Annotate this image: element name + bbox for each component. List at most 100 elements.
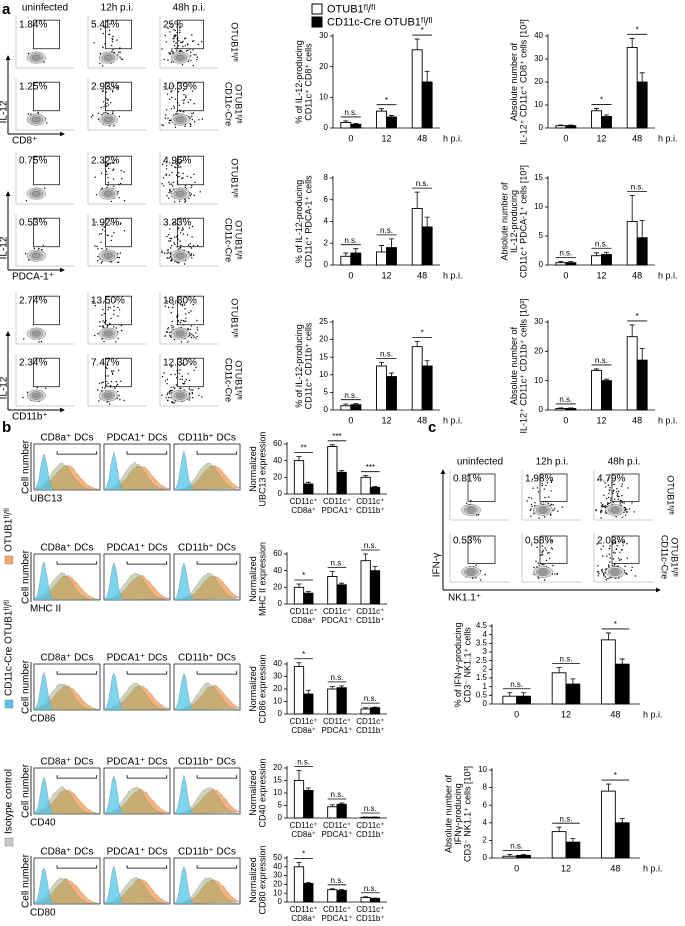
flow-contour <box>103 392 113 399</box>
flow-event <box>189 243 191 245</box>
flow-event <box>111 50 113 53</box>
y-tick-label: 3.5 <box>476 638 488 647</box>
flow-event <box>607 484 610 486</box>
significance-label: * <box>614 620 617 629</box>
significance-label: * <box>600 96 603 105</box>
flow-event <box>607 502 609 504</box>
flow-event <box>175 34 177 37</box>
y-tick-label: 0 <box>539 260 544 269</box>
error-bar <box>424 216 430 227</box>
flow-event <box>176 111 178 113</box>
y-tick-label: 2.5 <box>476 656 488 665</box>
flow-event <box>177 91 180 93</box>
error-bar <box>568 261 574 263</box>
y-axis-label: Cell number <box>21 659 32 714</box>
flow-event <box>27 52 30 55</box>
flow-event <box>176 261 178 263</box>
flow-contour <box>610 569 620 575</box>
flow-event <box>190 325 193 327</box>
flow-event <box>99 62 101 64</box>
flow-event <box>161 250 163 252</box>
flow-event <box>165 331 168 333</box>
flow-event <box>113 305 115 308</box>
error-bar <box>507 692 513 697</box>
flow-event <box>165 165 168 167</box>
error-bar <box>629 195 635 222</box>
flow-event <box>190 389 192 391</box>
flow-contour <box>175 190 185 197</box>
bar <box>360 897 371 903</box>
flow-event <box>170 237 172 240</box>
flow-event <box>623 502 625 504</box>
flow-event <box>102 326 104 328</box>
y-axis-label: IFNγ-producing <box>453 783 463 845</box>
bar <box>303 693 314 715</box>
significance-label: n.s. <box>331 559 344 568</box>
flow-event <box>41 249 43 251</box>
x-tick-label: 12 <box>561 863 571 873</box>
flow-event <box>180 166 182 168</box>
flow-event <box>167 59 169 61</box>
flow-contour <box>31 54 41 61</box>
y-axis-label: CD86 expression <box>257 654 267 723</box>
histogram-curve <box>103 561 170 601</box>
flow-event <box>117 306 119 309</box>
gate-percentage: 7.47% <box>91 358 119 369</box>
flow-event <box>178 40 180 42</box>
flow-event <box>548 557 551 559</box>
flow-event <box>191 118 193 121</box>
bar <box>565 262 577 266</box>
flow-event <box>181 363 183 365</box>
flow-gate <box>177 81 204 112</box>
flow-contour <box>103 330 113 337</box>
flow-event <box>189 194 192 197</box>
flow-event <box>113 232 115 234</box>
flow-event <box>101 387 104 389</box>
error-bar <box>558 124 564 126</box>
error-bar <box>619 818 625 823</box>
y-tick-label: 60 <box>273 549 282 558</box>
bar <box>360 708 371 715</box>
flow-event <box>103 321 106 324</box>
flow-event <box>182 160 184 162</box>
flow-event <box>171 27 173 29</box>
x-tick-label: 0 <box>563 415 568 425</box>
flow-event <box>169 228 171 230</box>
bar <box>601 790 616 859</box>
flow-event <box>171 320 173 323</box>
flow-event <box>626 543 628 545</box>
flow-event <box>107 181 110 184</box>
flow-event <box>550 490 552 492</box>
flow-event <box>179 369 181 371</box>
flow-event <box>175 384 178 386</box>
flow-event <box>550 547 552 549</box>
flow-event <box>173 107 176 109</box>
flow-event <box>541 483 543 485</box>
y-tick-label: 40 <box>534 31 543 40</box>
flow-event <box>171 324 173 327</box>
flow-event <box>561 506 563 508</box>
flow-event <box>169 188 171 191</box>
x-tick-label: 0 <box>563 270 568 280</box>
column-header: PDCA1⁺ DCs <box>107 757 168 768</box>
flow-event <box>620 540 622 542</box>
flow-event <box>165 114 167 116</box>
bar <box>303 790 314 819</box>
x-tick-label: 12 <box>381 270 391 280</box>
flow-event <box>529 509 532 511</box>
flow-event <box>102 308 104 311</box>
y-axis-label: UBC13 expression <box>257 431 267 506</box>
flow-event <box>37 111 39 114</box>
y-axis-label: IL-12 <box>0 236 10 259</box>
flow-event <box>196 327 198 329</box>
flow-event <box>112 35 114 38</box>
flow-event <box>631 502 633 504</box>
flow-event <box>595 510 597 512</box>
flow-event <box>123 171 125 173</box>
flow-event <box>104 111 107 114</box>
significance-label: n.s. <box>380 350 393 359</box>
flow-event <box>99 382 101 384</box>
flow-event <box>46 122 48 124</box>
flow-event <box>174 243 176 245</box>
column-header: 48h p.i. <box>173 3 206 14</box>
